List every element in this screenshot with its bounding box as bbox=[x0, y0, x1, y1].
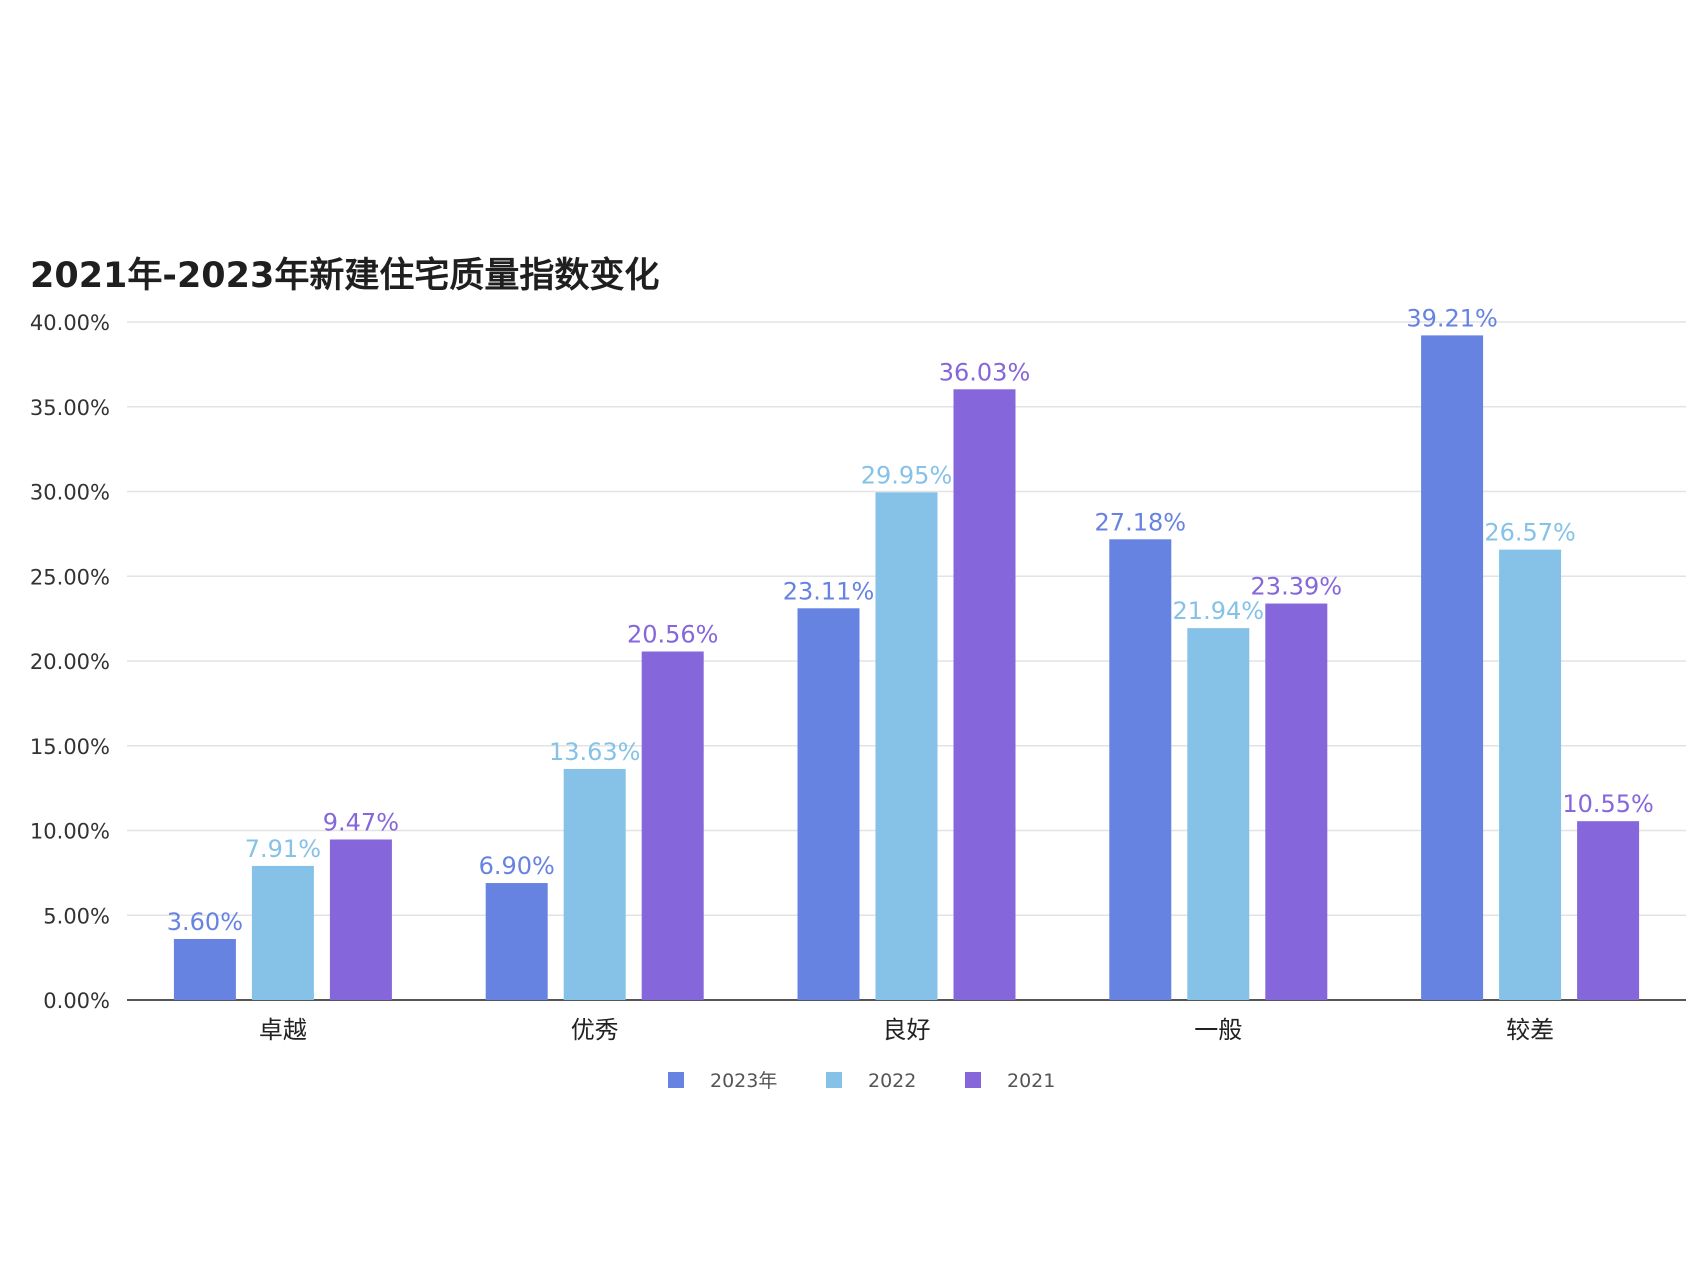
data-label: 21.94% bbox=[1173, 597, 1265, 625]
data-label: 3.60% bbox=[167, 908, 243, 936]
data-label: 23.11% bbox=[783, 577, 875, 605]
bar bbox=[797, 608, 860, 1000]
legend-label: 2023年 bbox=[710, 1070, 777, 1092]
chart-title: 2021年-2023年新建住宅质量指数变化 bbox=[30, 255, 659, 296]
data-label: 20.56% bbox=[627, 621, 719, 649]
bar bbox=[1109, 539, 1172, 1000]
legend-item[interactable]: 2021 bbox=[965, 1070, 1055, 1092]
data-label: 23.39% bbox=[1251, 573, 1343, 601]
bar bbox=[173, 938, 236, 1000]
y-tick-label: 40.00% bbox=[30, 311, 110, 335]
y-tick-label: 10.00% bbox=[30, 820, 110, 844]
bar bbox=[329, 839, 392, 1000]
y-tick-label: 15.00% bbox=[30, 735, 110, 759]
legend: 2023年 2022 2021 bbox=[668, 1070, 1055, 1092]
bar bbox=[1499, 549, 1562, 1000]
y-tick-label: 20.00% bbox=[30, 650, 110, 674]
category-label: 一般 bbox=[1194, 1016, 1242, 1044]
bars bbox=[173, 335, 1640, 1000]
category-label: 优秀 bbox=[571, 1016, 619, 1044]
data-label: 39.21% bbox=[1406, 304, 1498, 332]
y-tick-label: 25.00% bbox=[30, 565, 110, 589]
bar bbox=[1577, 821, 1640, 1000]
legend-label: 2022 bbox=[868, 1070, 916, 1092]
data-label: 27.18% bbox=[1095, 508, 1187, 536]
bar bbox=[251, 865, 314, 1000]
category-label: 卓越 bbox=[259, 1016, 307, 1044]
bar bbox=[563, 768, 626, 1000]
y-tick-label: 5.00% bbox=[43, 904, 110, 928]
category-label: 较差 bbox=[1506, 1016, 1554, 1044]
bar bbox=[953, 389, 1016, 1000]
bar bbox=[485, 883, 548, 1000]
data-labels: 3.60% 7.91%9.47% 6.90% 13.63% 20.56% 23.11% 29… bbox=[167, 304, 1654, 936]
data-label: 7.91% bbox=[245, 835, 321, 863]
legend-swatch bbox=[965, 1072, 981, 1088]
data-label: 26.57% bbox=[1484, 519, 1576, 547]
legend-label: 2021 bbox=[1007, 1070, 1055, 1092]
bar bbox=[1187, 628, 1250, 1000]
legend-swatch bbox=[826, 1072, 842, 1088]
legend-swatch bbox=[668, 1072, 684, 1088]
data-label: 29.95% bbox=[861, 461, 953, 489]
data-label: 36.03% bbox=[939, 358, 1031, 386]
legend-item[interactable]: 2022 bbox=[826, 1070, 916, 1092]
category-labels: 卓越 优秀 良好 一般 较差 bbox=[259, 1016, 1554, 1044]
bar bbox=[1265, 603, 1328, 1000]
data-label: 10.55% bbox=[1562, 790, 1654, 818]
y-tick-label: 0.00% bbox=[43, 989, 110, 1013]
legend-item[interactable]: 2023年 bbox=[668, 1070, 777, 1092]
bar bbox=[641, 651, 704, 1000]
y-tick-label: 35.00% bbox=[30, 396, 110, 420]
y-axis-ticks: 0.00% 5.00% 10.00% 15.00% 20.00% 25.00% 30.00%… bbox=[30, 311, 110, 1013]
data-label: 13.63% bbox=[549, 738, 641, 766]
category-label: 良好 bbox=[883, 1016, 931, 1044]
y-tick-label: 30.00% bbox=[30, 481, 110, 505]
bar bbox=[875, 492, 938, 1000]
data-label: 6.90% bbox=[479, 852, 555, 880]
data-label: 9.47% bbox=[323, 808, 399, 836]
bar bbox=[1421, 335, 1484, 1000]
